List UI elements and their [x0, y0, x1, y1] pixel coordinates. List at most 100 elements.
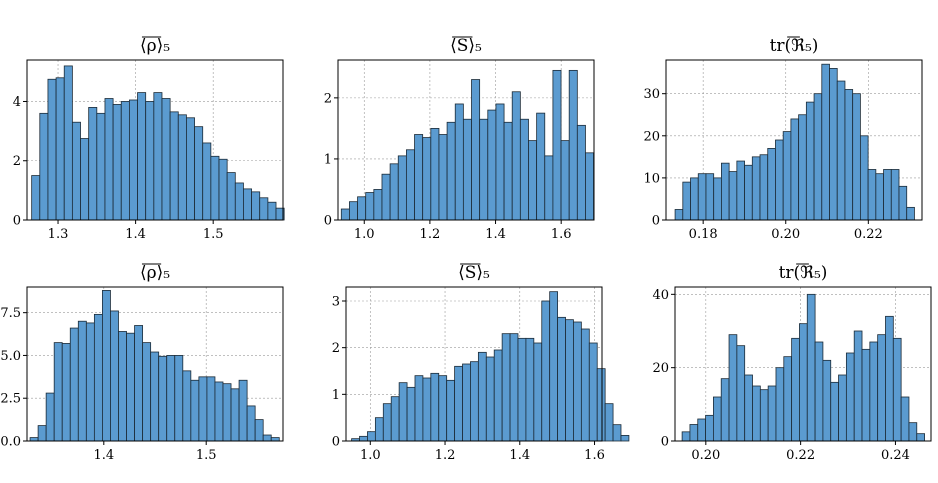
histogram-bar — [829, 68, 838, 221]
histogram-bar — [462, 363, 471, 442]
histogram-bar — [697, 418, 706, 442]
title-s: ⟨S⟩₅ — [458, 263, 490, 283]
histogram-bar — [892, 337, 902, 442]
x-tick-label: 0.22 — [854, 227, 883, 242]
histogram-bar — [262, 434, 272, 442]
y-tick-label: 4 — [13, 95, 21, 110]
histogram-bar — [45, 392, 55, 442]
histogram-bar — [721, 162, 730, 221]
histogram-bar — [552, 69, 562, 221]
histogram-bar — [791, 337, 800, 442]
histogram-bar — [29, 437, 39, 442]
histogram-bar — [37, 425, 47, 442]
histogram-bar — [454, 103, 464, 221]
histogram-bar — [446, 121, 456, 221]
histogram-bar — [206, 376, 216, 442]
histogram-bar — [226, 172, 236, 221]
histogram-bar — [744, 374, 753, 442]
histogram-bar — [503, 121, 513, 221]
histogram-bar — [166, 355, 176, 442]
histogram-bar — [39, 112, 49, 221]
histogram-bar — [150, 351, 160, 442]
histogram-bar — [767, 148, 776, 221]
y-tick-label: 20 — [643, 129, 660, 144]
histogram-bar — [544, 155, 554, 221]
histogram-bar — [690, 177, 699, 221]
histogram-bar — [557, 316, 566, 442]
histogram-bar — [549, 291, 559, 442]
histogram-bar — [485, 356, 495, 442]
histogram-bar — [93, 313, 103, 442]
histogram-bar — [210, 155, 220, 221]
y-tick-label: 5.0 — [0, 349, 21, 364]
histogram-bar — [112, 104, 122, 221]
histogram-bar — [620, 434, 630, 442]
axes-frame — [337, 59, 595, 221]
histogram-bar — [869, 341, 879, 442]
histogram-bar — [560, 140, 570, 221]
histogram-bar — [161, 98, 171, 221]
histogram-bar — [61, 343, 71, 442]
histogram-bar — [422, 137, 432, 221]
histogram-bar — [536, 112, 546, 221]
histogram-bar — [681, 431, 691, 442]
histogram-bar — [96, 112, 106, 221]
histogram-bar — [728, 334, 738, 442]
histogram-bar — [783, 356, 793, 442]
histogram-bar — [414, 134, 424, 221]
axes-frame — [26, 59, 284, 221]
x-tick-label: 1.5 — [196, 448, 217, 463]
x-tick-label: 1.4 — [125, 227, 146, 242]
histogram-bar — [830, 381, 839, 442]
histogram-bar — [533, 342, 543, 442]
histogram-bar — [340, 208, 350, 221]
histogram-bar — [705, 414, 714, 442]
histogram-bar — [728, 171, 738, 221]
histogram-bar — [501, 333, 511, 442]
histogram-bar — [222, 383, 232, 442]
histogram-bar — [182, 370, 192, 442]
x-tick-label: 0.20 — [691, 448, 720, 463]
histogram-bar — [198, 376, 208, 442]
histogram-bar — [238, 379, 248, 442]
histogram-bar — [430, 127, 440, 221]
y-tick-label: 2 — [13, 154, 21, 169]
histogram-bar — [541, 300, 551, 442]
x-tick-label: 0.18 — [689, 227, 718, 242]
histogram-bar — [759, 389, 769, 442]
histogram-bar — [713, 396, 722, 442]
histogram-bar — [398, 382, 408, 442]
y-tick-label: 2 — [332, 341, 340, 356]
y-tick-label: 30 — [643, 87, 660, 102]
histogram-bar — [838, 374, 847, 442]
histogram-bar — [519, 118, 529, 221]
histogram-bar — [270, 437, 280, 442]
y-tick-label: 0 — [13, 214, 21, 229]
histogram-bar — [186, 117, 195, 221]
histogram-bar — [852, 93, 861, 221]
histogram-bar — [438, 134, 448, 221]
histogram-bar — [470, 361, 479, 442]
histogram-bar — [573, 321, 582, 442]
histogram-bar — [174, 355, 184, 442]
histogram-bar — [190, 379, 200, 442]
axes-frame — [674, 286, 932, 442]
histogram-bar — [822, 359, 832, 442]
histogram-bar — [55, 77, 65, 221]
histogram-bar — [877, 334, 886, 442]
histogram-bar — [77, 320, 87, 442]
histogram-bar — [596, 368, 606, 442]
histogram-bar — [759, 154, 769, 221]
histogram-bar — [158, 355, 168, 442]
histogram-bar — [487, 109, 497, 221]
histogram-bar — [194, 126, 204, 221]
histogram-bar — [736, 345, 746, 442]
histogram-bar — [80, 138, 90, 221]
histogram-bar — [845, 352, 855, 442]
histogram-bar — [477, 351, 487, 442]
histogram-bar — [697, 173, 707, 221]
histogram-bar — [859, 135, 869, 221]
histogram-bar — [389, 163, 399, 221]
histogram-bar — [234, 182, 244, 221]
histogram-bar — [137, 92, 147, 221]
